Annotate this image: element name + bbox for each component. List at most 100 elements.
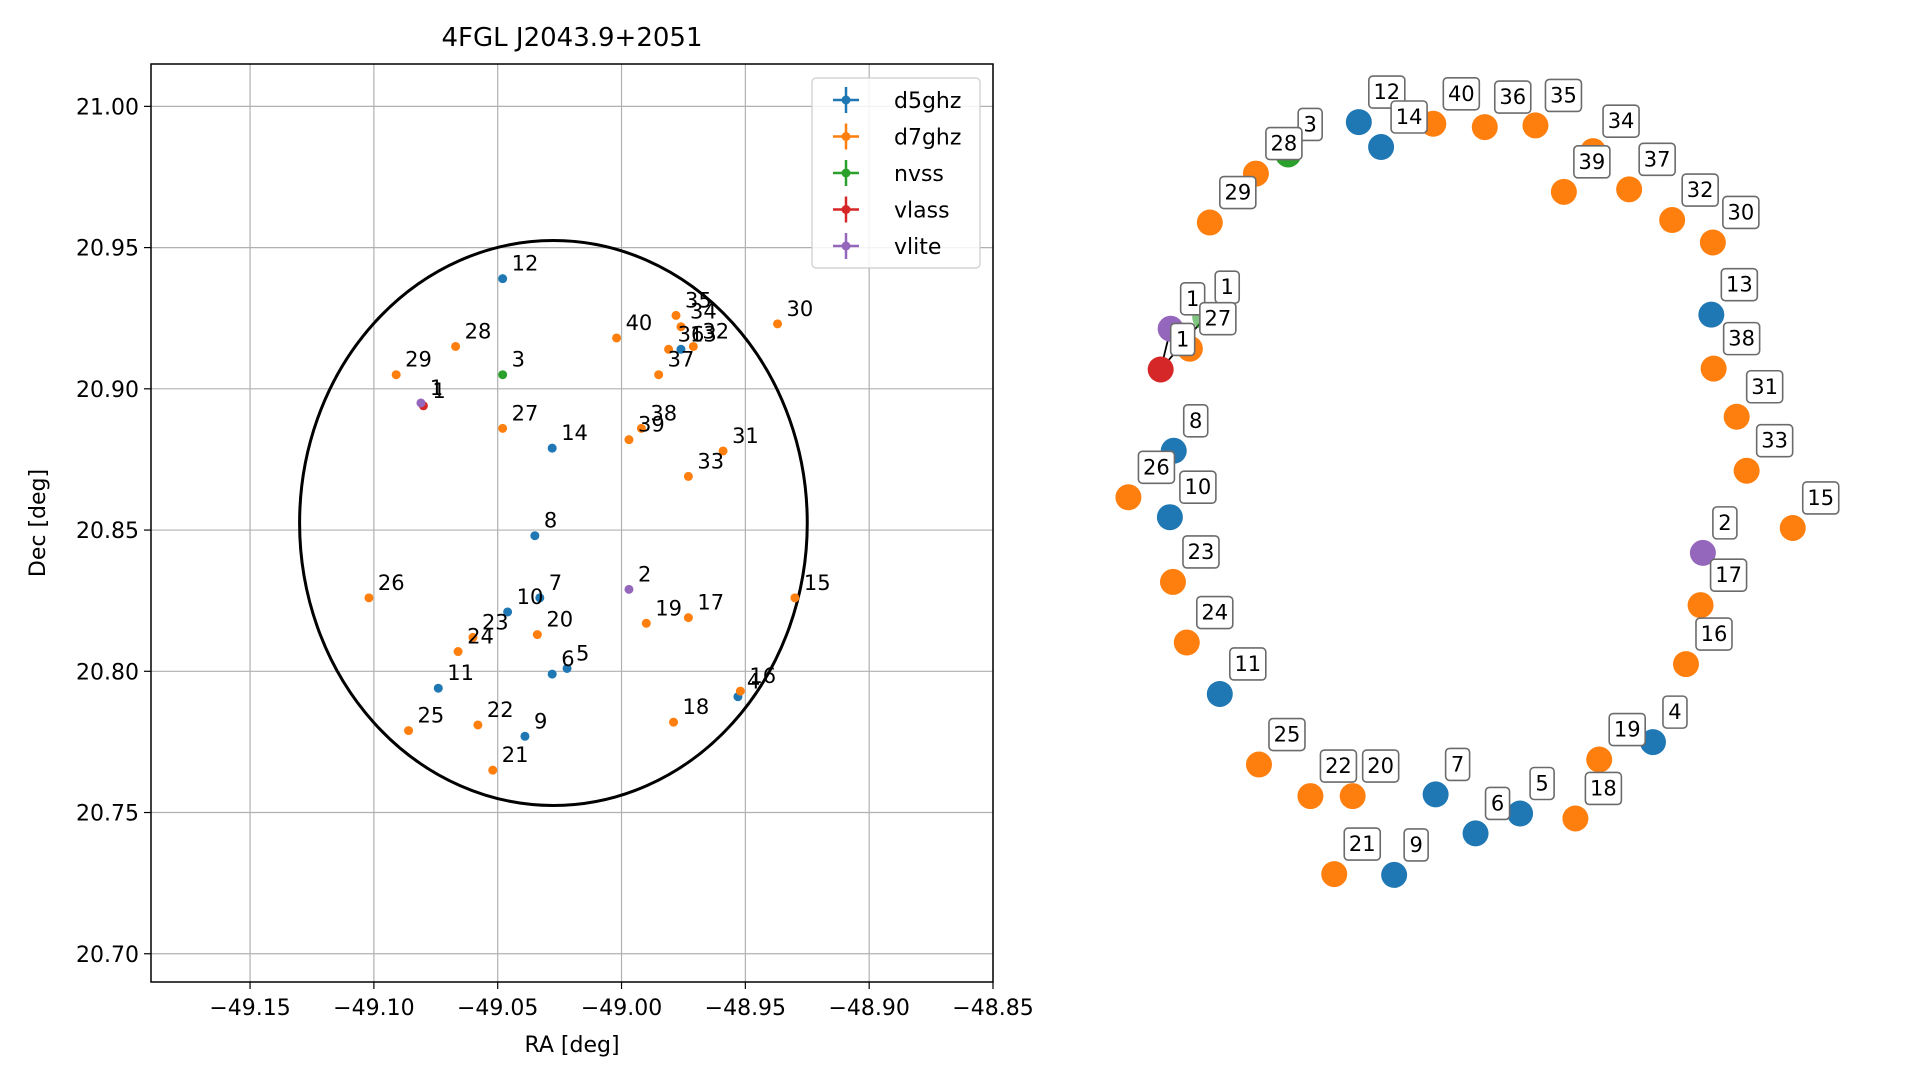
ring-node-20 xyxy=(1339,783,1366,810)
point-label-35: 35 xyxy=(685,288,712,312)
ring-label-box xyxy=(1720,267,1759,302)
point-label-9: 9 xyxy=(534,709,547,733)
ring-node-4 xyxy=(1639,729,1666,756)
ring-label-box xyxy=(1638,142,1676,177)
ring-label-32: 32 xyxy=(1687,178,1714,202)
ring-label-23: 23 xyxy=(1188,540,1215,564)
ring-node-38 xyxy=(1700,355,1727,382)
point-d7ghz-16 xyxy=(735,686,745,696)
point-label-40: 40 xyxy=(626,311,653,335)
ring-node-35 xyxy=(1522,112,1549,139)
ring-label-15: 15 xyxy=(1807,486,1834,510)
ring-label-13: 13 xyxy=(1726,273,1753,297)
point-label-20: 20 xyxy=(546,608,573,632)
x-axis-label: RA [deg] xyxy=(524,1033,619,1058)
point-d5ghz-10 xyxy=(503,607,513,617)
ring-label-28: 28 xyxy=(1271,132,1298,156)
legend-label-vlite: vlite xyxy=(894,235,941,260)
ring-label-box xyxy=(1444,747,1471,782)
point-label-38: 38 xyxy=(650,401,677,425)
ring-label-box xyxy=(1712,506,1738,540)
ring-label-5: 5 xyxy=(1535,772,1548,796)
y-tick-label: 20.80 xyxy=(76,660,139,685)
plot-frame xyxy=(150,63,994,983)
point-label-25: 25 xyxy=(418,704,445,728)
ring-label-box xyxy=(1319,749,1358,783)
ring-label-box xyxy=(1584,771,1623,806)
point-d5ghz-7 xyxy=(535,593,545,603)
point-d7ghz-40 xyxy=(612,333,622,343)
point-d7ghz-38 xyxy=(636,423,646,433)
point-label-28: 28 xyxy=(465,319,492,343)
ring-label-19: 19 xyxy=(1614,718,1641,742)
ring-label-27: 27 xyxy=(1204,307,1231,331)
point-label-6: 6 xyxy=(561,647,574,671)
ring-label-box xyxy=(1709,558,1748,592)
ring-label-box xyxy=(1343,827,1382,861)
ring-node-36 xyxy=(1471,114,1498,141)
ring-label-box xyxy=(1662,695,1688,729)
point-label-22: 22 xyxy=(487,698,514,722)
point-d7ghz-18 xyxy=(669,717,679,727)
ring-label-36: 36 xyxy=(1499,85,1526,109)
ring-node-25 xyxy=(1245,751,1272,778)
legend-label-nvss: nvss xyxy=(894,162,944,187)
ring-label-box xyxy=(1229,647,1267,681)
ring-node-7 xyxy=(1422,781,1449,808)
y-tick-label: 20.90 xyxy=(76,378,139,403)
point-label-31: 31 xyxy=(732,424,759,448)
ring-label-6: 6 xyxy=(1491,791,1504,815)
ring-label-11: 11 xyxy=(1234,652,1261,676)
point-label-15: 15 xyxy=(804,571,831,595)
ring-label-16: 16 xyxy=(1701,622,1728,646)
point-label-3: 3 xyxy=(512,348,525,372)
x-tick-label: −48.85 xyxy=(952,996,1033,1021)
point-d5ghz-12 xyxy=(498,274,508,284)
data-points xyxy=(364,274,800,775)
ring-node-23 xyxy=(1159,568,1186,595)
ring-node-37 xyxy=(1616,176,1643,203)
ring-label-10: 10 xyxy=(1185,475,1212,499)
point-d7ghz-32 xyxy=(688,341,698,351)
point-d7ghz-17 xyxy=(683,613,693,623)
ring-label-box xyxy=(1179,281,1206,316)
point-d5ghz-5 xyxy=(562,663,572,673)
y-tick-label: 21.00 xyxy=(76,95,139,120)
point-d7ghz-34 xyxy=(676,322,686,332)
ring-label-3: 3 xyxy=(1303,112,1316,136)
y-tick-label: 20.95 xyxy=(76,237,139,262)
ring-node-39 xyxy=(1550,178,1577,205)
point-d7ghz-36 xyxy=(664,344,674,354)
error-ellipse-layer xyxy=(298,239,809,807)
ring-label-box xyxy=(1390,100,1428,134)
point-label-2: 2 xyxy=(638,562,651,586)
ring-node-24 xyxy=(1173,629,1200,656)
legend-label-vlass: vlass xyxy=(894,199,950,224)
y-tick-label: 20.85 xyxy=(76,519,139,544)
point-d7ghz-33 xyxy=(683,471,693,481)
ring-label-22: 22 xyxy=(1325,754,1352,778)
ring-node-15 xyxy=(1779,514,1806,541)
point-label-29: 29 xyxy=(405,348,432,372)
point-label-36: 36 xyxy=(678,322,705,346)
point-label-23: 23 xyxy=(482,610,509,634)
legend-label-d7ghz: d7ghz xyxy=(894,126,961,151)
ring-node-17 xyxy=(1687,592,1714,619)
point-label-24: 24 xyxy=(467,625,494,649)
point-label-32: 32 xyxy=(702,319,729,343)
ring-label-box xyxy=(1265,126,1303,161)
ring-label-box xyxy=(1219,175,1257,210)
ring-label-31: 31 xyxy=(1751,375,1778,399)
point-label-19: 19 xyxy=(655,596,682,620)
point-d7ghz-35 xyxy=(671,310,681,320)
ring-node-10 xyxy=(1156,504,1183,531)
point-label-39: 39 xyxy=(638,413,665,437)
ring-label-box xyxy=(1493,80,1532,114)
ring-label-18: 18 xyxy=(1590,776,1617,800)
ring-label-box xyxy=(1722,195,1760,230)
point-label-34: 34 xyxy=(690,300,717,324)
ring-label-box xyxy=(1268,717,1306,752)
point-label-10: 10 xyxy=(517,585,544,609)
